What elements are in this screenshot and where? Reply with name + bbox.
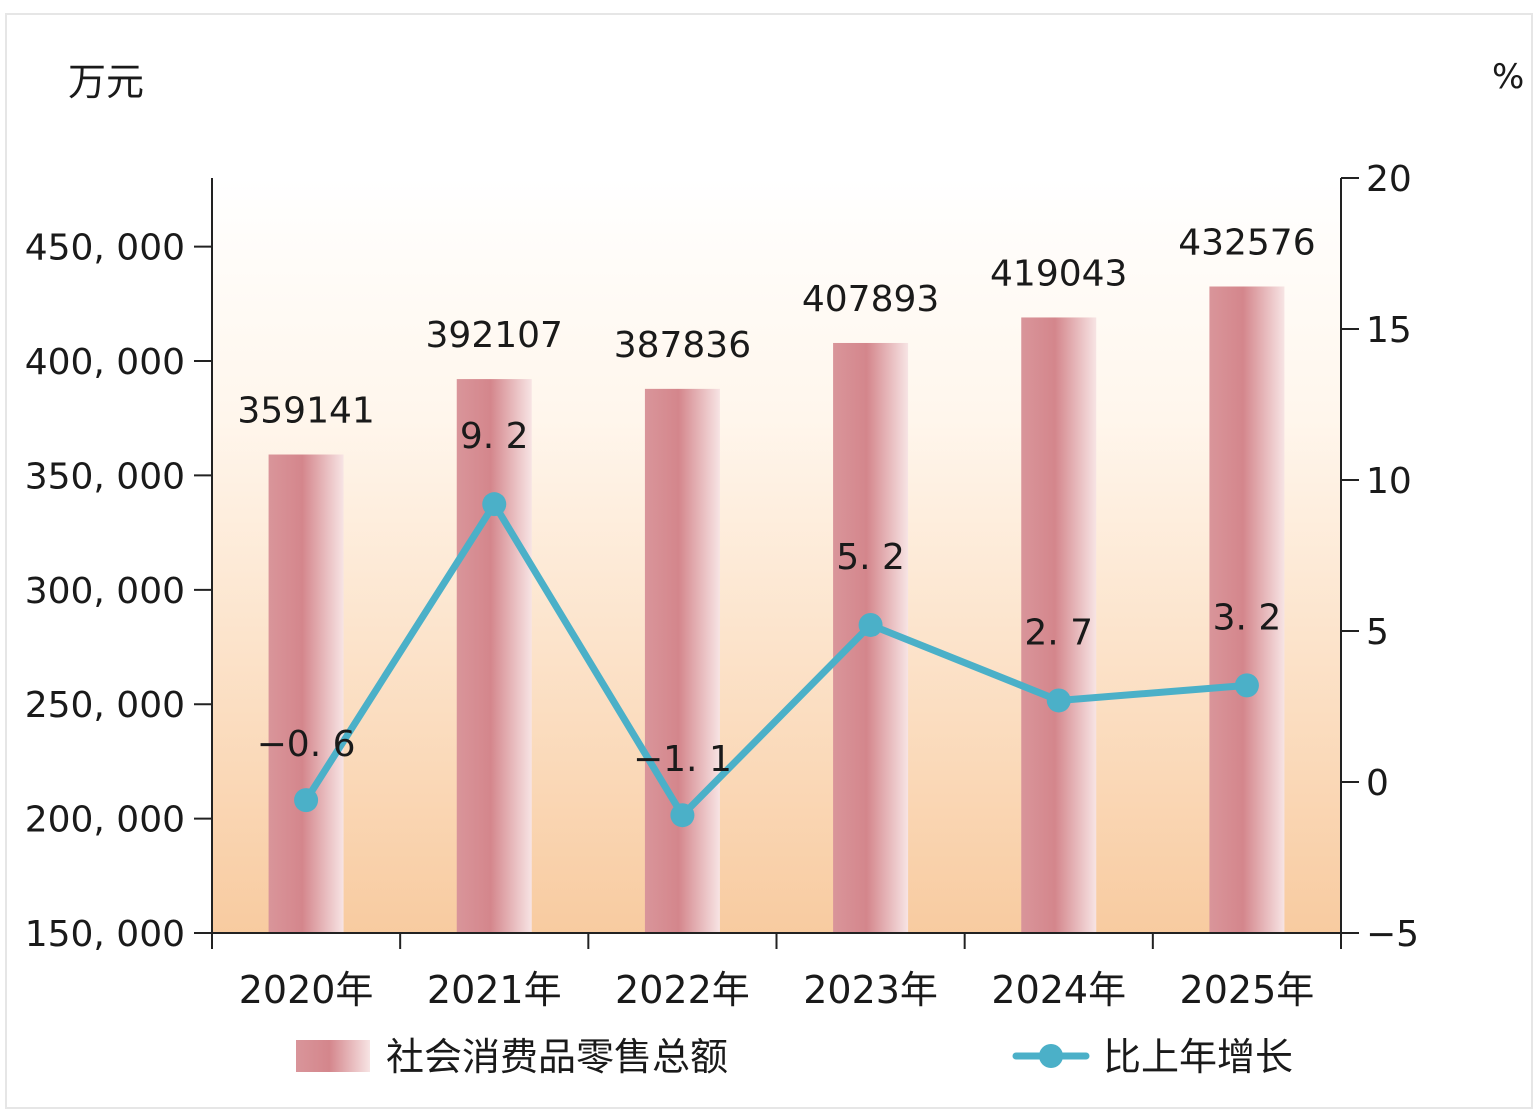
left-tick-label: 400, 000 (25, 342, 185, 383)
x-tick-label: 2020年 (239, 968, 374, 1012)
labels-layer: 359141 392107 387836 407893 419043 432576 −0. … (237, 223, 1315, 781)
growth-point-2021年 (482, 492, 507, 517)
right-tick-label: −5 (1366, 914, 1419, 955)
right-axis-unit: % (1492, 57, 1524, 97)
line-value-label: −0. 6 (257, 724, 356, 765)
line-value-label: 2. 7 (1024, 612, 1093, 653)
left-tick-label: 300, 000 (25, 571, 185, 612)
bar-2021年 (456, 379, 532, 934)
plot-area-background (212, 178, 1341, 933)
bar-2025年 (1209, 286, 1285, 933)
legend-line-marker (1039, 1044, 1063, 1068)
legend-bar-label: 社会消费品零售总额 (386, 1035, 728, 1079)
bar-value-label: 419043 (990, 253, 1127, 294)
axes-layer: 150, 000 200, 000 250, 000 300, 000 350, 000… (25, 159, 1419, 1012)
line-value-label: 3. 2 (1213, 597, 1282, 638)
left-tick-label: 250, 000 (25, 685, 185, 726)
x-tick-label: 2025年 (1180, 968, 1315, 1012)
bar-value-label: 407893 (802, 279, 939, 320)
bar-value-label: 359141 (237, 391, 374, 432)
left-tick-label: 200, 000 (25, 800, 185, 841)
line-value-label: −1. 1 (633, 739, 732, 780)
right-tick-label: 5 (1366, 612, 1389, 653)
line-layer (294, 492, 1259, 828)
growth-point-2024年 (1046, 688, 1071, 713)
right-tick-label: 20 (1366, 159, 1412, 200)
x-tick-label: 2022年 (615, 968, 750, 1012)
line-value-label: 9. 2 (460, 416, 529, 457)
left-tick-label: 150, 000 (25, 914, 185, 955)
growth-point-2025年 (1234, 673, 1259, 698)
left-tick-label: 350, 000 (25, 456, 185, 497)
legend-bar-swatch (296, 1040, 370, 1072)
bar-2022年 (644, 388, 720, 933)
growth-point-2023年 (858, 612, 883, 637)
bar-value-label: 387836 (614, 325, 751, 366)
bars-layer (268, 286, 1285, 934)
x-tick-label: 2024年 (991, 968, 1126, 1012)
bar-value-label: 432576 (1178, 223, 1315, 264)
left-axis-unit: 万元 (68, 60, 144, 104)
growth-point-2020年 (294, 788, 319, 813)
legend: 社会消费品零售总额 比上年增长 (296, 1035, 1293, 1079)
x-tick-label: 2023年 (803, 968, 938, 1012)
bar-2024年 (1021, 317, 1097, 933)
x-tick-label: 2021年 (427, 968, 562, 1012)
right-tick-label: 10 (1366, 461, 1412, 502)
bar-2020年 (268, 454, 344, 933)
right-tick-label: 15 (1366, 310, 1412, 351)
legend-line-label: 比上年增长 (1103, 1035, 1293, 1079)
left-tick-label: 450, 000 (25, 228, 185, 269)
bar-value-label: 392107 (426, 315, 563, 356)
right-tick-label: 0 (1366, 763, 1389, 804)
growth-line (303, 500, 1248, 819)
growth-point-2022年 (670, 803, 695, 828)
line-value-label: 5. 2 (836, 537, 905, 578)
